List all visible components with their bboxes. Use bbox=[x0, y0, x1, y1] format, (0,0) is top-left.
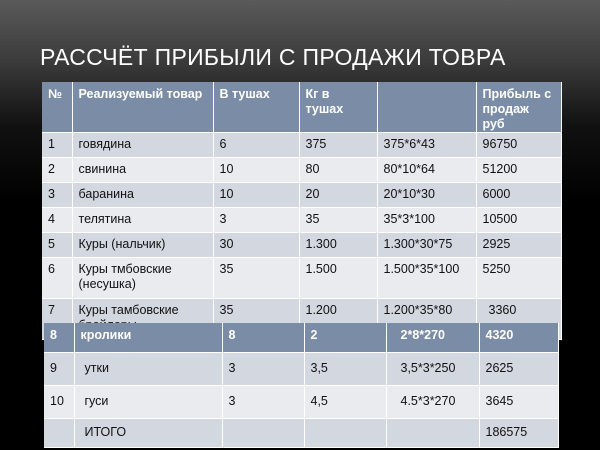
table-cell: 3,5*3*250 bbox=[386, 352, 480, 386]
table-cell: Куры тмбовские (несушка) bbox=[72, 257, 214, 299]
table-cell: 4,5 bbox=[304, 385, 387, 419]
table-cell: ИТОГО bbox=[74, 418, 223, 448]
table-cell: 1.300 bbox=[299, 232, 378, 258]
table-header-row: 8 кролики 8 2 2*8*270 4320 bbox=[44, 323, 559, 353]
header-cell: 2*8*270 bbox=[386, 323, 480, 353]
table-cell: 3 bbox=[42, 182, 73, 208]
table-cell: 10 bbox=[44, 385, 75, 419]
table-cell: 5 bbox=[42, 232, 73, 258]
table-cell: телятина bbox=[72, 207, 214, 233]
table-header-row: № Реализуемый товар В тушах Кг в тушах П… bbox=[42, 82, 562, 133]
table-cell bbox=[44, 418, 75, 448]
table-cell: 10500 bbox=[476, 207, 562, 233]
header-cell: Реализуемый товар bbox=[72, 82, 214, 133]
table-row: 1 говядина 6 375 375*6*43 96750 bbox=[42, 132, 562, 158]
table-cell: 186575 bbox=[479, 418, 559, 448]
table-cell: Куры (нальчик) bbox=[72, 232, 214, 258]
table-cell: баранина bbox=[72, 182, 214, 208]
table-row: 5 Куры (нальчик) 30 1.300 1.300*30*75 29… bbox=[42, 232, 562, 258]
header-cell: Кг в тушах bbox=[299, 82, 378, 133]
table-row: 10 гуси 3 4,5 4.5*3*270 3645 bbox=[44, 385, 559, 419]
table-cell: 2625 bbox=[479, 352, 559, 386]
table-cell: 10 bbox=[213, 182, 300, 208]
table-cell: 3 bbox=[222, 352, 305, 386]
table-cell: 3 bbox=[222, 385, 305, 419]
table-cell: утки bbox=[74, 352, 223, 386]
table-cell: 20 bbox=[299, 182, 378, 208]
table-cell: 1.300*30*75 bbox=[377, 232, 477, 258]
table-row: 2 свинина 10 80 80*10*64 51200 bbox=[42, 157, 562, 183]
table-cell: 35*3*100 bbox=[377, 207, 477, 233]
table-cell bbox=[386, 418, 480, 448]
header-cell: № bbox=[42, 82, 73, 133]
table-row: 3 баранина 10 20 20*10*30 6000 bbox=[42, 182, 562, 208]
table-cell: 35 bbox=[213, 257, 300, 299]
table-cell bbox=[222, 418, 305, 448]
table-row: 9 утки 3 3,5 3,5*3*250 2625 bbox=[44, 352, 559, 386]
table-cell: 375*6*43 bbox=[377, 132, 477, 158]
table-cell: 4 bbox=[42, 207, 73, 233]
table-row: 4 телятина 3 35 35*3*100 10500 bbox=[42, 207, 562, 233]
table-cell: 80 bbox=[299, 157, 378, 183]
table-cell: 375 bbox=[299, 132, 378, 158]
table-cell: 30 bbox=[213, 232, 300, 258]
table-cell: 2 bbox=[42, 157, 73, 183]
table-cell: гуси bbox=[74, 385, 223, 419]
header-cell: 2 bbox=[304, 323, 387, 353]
table-cell: 80*10*64 bbox=[377, 157, 477, 183]
header-cell: 4320 bbox=[479, 323, 559, 353]
table-cell bbox=[304, 418, 387, 448]
table-cell: 96750 bbox=[476, 132, 562, 158]
table-cell: 1.500*35*100 bbox=[377, 257, 477, 299]
header-cell: Прибыль с продаж руб bbox=[476, 82, 562, 133]
table-cell: 6 bbox=[42, 257, 73, 299]
table-cell: 51200 bbox=[476, 157, 562, 183]
header-cell bbox=[377, 82, 477, 133]
header-cell: В тушах bbox=[213, 82, 300, 133]
table-cell: 9 bbox=[44, 352, 75, 386]
header-cell: кролики bbox=[74, 323, 223, 353]
profit-table: № Реализуемый товар В тушах Кг в тушах П… bbox=[42, 82, 562, 340]
table-cell: 3,5 bbox=[304, 352, 387, 386]
table-cell: 10 bbox=[213, 157, 300, 183]
table-cell: 5250 bbox=[476, 257, 562, 299]
table-cell: 3645 bbox=[479, 385, 559, 419]
table-cell: говядина bbox=[72, 132, 214, 158]
table-row-total: ИТОГО 186575 bbox=[44, 418, 559, 448]
header-cell: 8 bbox=[44, 323, 75, 353]
table-cell: 6000 bbox=[476, 182, 562, 208]
header-cell: 8 bbox=[222, 323, 305, 353]
slide-title: РАССЧЁТ ПРИБЫЛИ С ПРОДАЖИ ТОВРА bbox=[40, 44, 506, 70]
table-cell: 3 bbox=[213, 207, 300, 233]
table-cell: свинина bbox=[72, 157, 214, 183]
profit-table-continued: 8 кролики 8 2 2*8*270 4320 9 утки 3 3,5 … bbox=[44, 323, 559, 448]
table-cell: 20*10*30 bbox=[377, 182, 477, 208]
table-cell: 1.500 bbox=[299, 257, 378, 299]
table-cell: 1 bbox=[42, 132, 73, 158]
table-row: 6 Куры тмбовские (несушка) 35 1.500 1.50… bbox=[42, 257, 562, 299]
table-cell: 4.5*3*270 bbox=[386, 385, 480, 419]
table-cell: 35 bbox=[299, 207, 378, 233]
table-cell: 6 bbox=[213, 132, 300, 158]
table-cell: 2925 bbox=[476, 232, 562, 258]
